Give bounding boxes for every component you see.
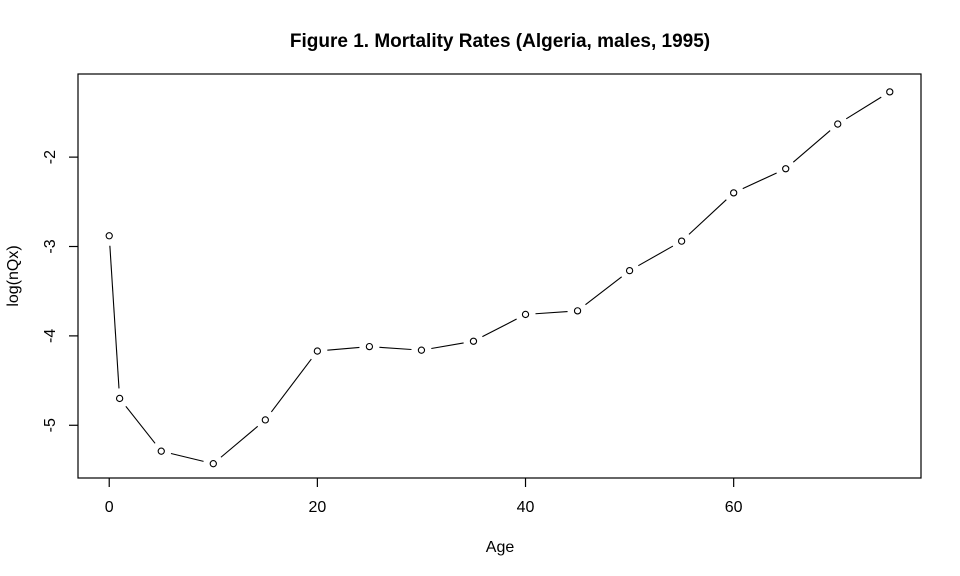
y-axis-label: log(nQx) xyxy=(5,245,22,306)
data-point xyxy=(261,416,269,424)
y-tick-label: -3 xyxy=(42,239,59,253)
data-point xyxy=(730,189,738,197)
y-axis-ticks: -5 -4 -3 -2 xyxy=(42,150,78,432)
line-segment xyxy=(585,276,623,306)
x-tick-label: 20 xyxy=(308,499,326,516)
line-segment xyxy=(742,172,777,190)
data-point xyxy=(365,342,374,351)
y-tick-label: -4 xyxy=(42,329,59,343)
y-tick-label: -2 xyxy=(42,150,59,164)
data-point xyxy=(834,120,842,128)
data-point xyxy=(157,447,165,455)
x-axis-label: Age xyxy=(486,539,515,556)
line-segment xyxy=(270,358,312,413)
line-segment xyxy=(109,245,120,389)
line-segment xyxy=(535,310,568,315)
data-point xyxy=(573,307,582,315)
data-point xyxy=(417,346,426,354)
line-segment xyxy=(220,425,259,458)
data-point xyxy=(782,165,790,173)
line-segment xyxy=(125,405,156,444)
line-segment xyxy=(327,346,360,351)
data-series xyxy=(105,88,894,468)
x-tick-label: 60 xyxy=(725,499,743,516)
x-tick-label: 40 xyxy=(517,499,535,516)
data-point xyxy=(209,460,217,468)
line-segment xyxy=(688,199,727,235)
line-segment xyxy=(482,318,517,338)
chart-title: Figure 1. Mortality Rates (Algeria, male… xyxy=(290,31,710,52)
data-point xyxy=(469,337,478,345)
data-point xyxy=(521,310,530,319)
y-tick-label: -5 xyxy=(42,418,59,432)
line-segment xyxy=(792,130,831,163)
line-segment xyxy=(170,452,204,462)
line-segment xyxy=(379,346,412,351)
x-axis-ticks: 0 20 40 60 xyxy=(105,478,743,516)
plot-frame xyxy=(77,73,922,479)
x-tick-label: 0 xyxy=(105,499,114,516)
line-segment xyxy=(431,342,464,350)
plot-border xyxy=(77,73,922,479)
data-point xyxy=(105,232,113,240)
data-point xyxy=(886,88,894,96)
data-point xyxy=(115,394,124,403)
data-point xyxy=(313,347,322,355)
data-point xyxy=(625,266,634,275)
line-segment xyxy=(638,245,674,267)
line-segment xyxy=(845,96,882,120)
data-point xyxy=(677,237,686,245)
